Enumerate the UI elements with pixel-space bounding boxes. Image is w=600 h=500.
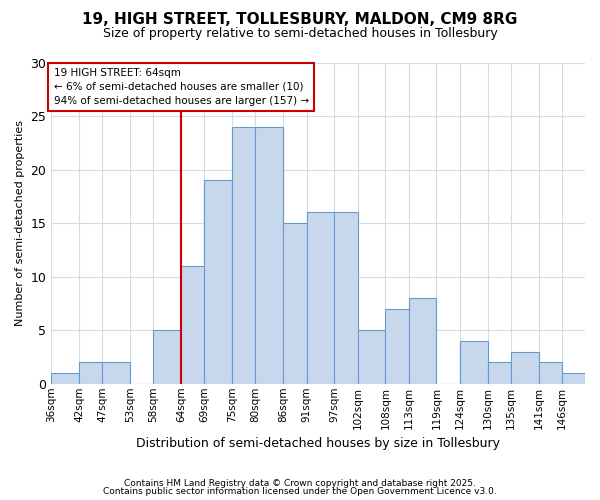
Y-axis label: Number of semi-detached properties: Number of semi-detached properties [15,120,25,326]
Bar [283,223,307,384]
Bar [307,212,334,384]
Bar [409,298,436,384]
Bar [51,373,79,384]
Bar [358,330,385,384]
Text: 19, HIGH STREET, TOLLESBURY, MALDON, CM9 8RG: 19, HIGH STREET, TOLLESBURY, MALDON, CM9… [82,12,518,28]
Bar [334,212,358,384]
Bar [511,352,539,384]
Bar [385,309,409,384]
X-axis label: Distribution of semi-detached houses by size in Tollesbury: Distribution of semi-detached houses by … [136,437,500,450]
Bar [79,362,103,384]
Bar [539,362,562,384]
Bar [488,362,511,384]
Bar [205,180,232,384]
Text: Contains HM Land Registry data © Crown copyright and database right 2025.: Contains HM Land Registry data © Crown c… [124,478,476,488]
Text: Size of property relative to semi-detached houses in Tollesbury: Size of property relative to semi-detach… [103,28,497,40]
Bar [232,127,256,384]
Bar [103,362,130,384]
Text: Contains public sector information licensed under the Open Government Licence v3: Contains public sector information licen… [103,487,497,496]
Text: 19 HIGH STREET: 64sqm
← 6% of semi-detached houses are smaller (10)
94% of semi-: 19 HIGH STREET: 64sqm ← 6% of semi-detac… [53,68,309,106]
Bar [460,341,488,384]
Bar [181,266,205,384]
Bar [154,330,181,384]
Bar [562,373,585,384]
Bar [256,127,283,384]
